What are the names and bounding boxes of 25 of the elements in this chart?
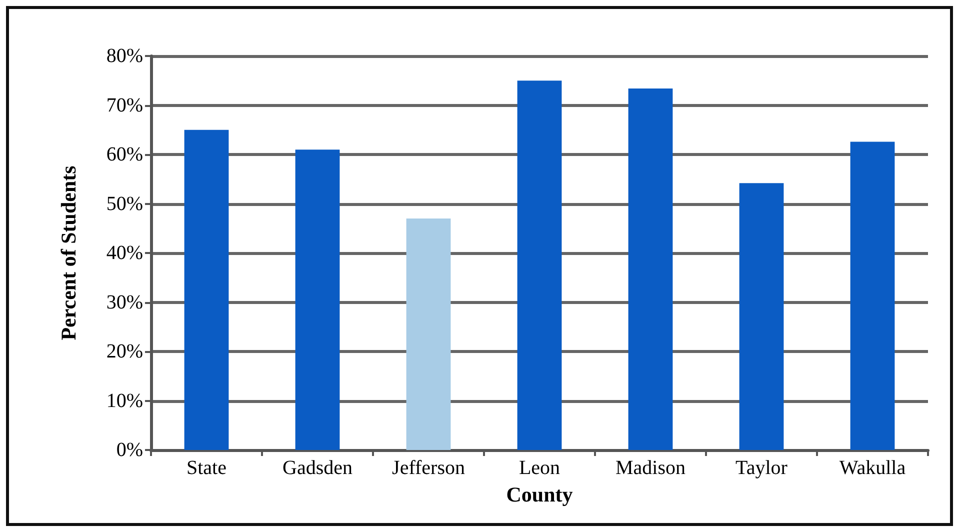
y-tick-label: 0% — [116, 439, 143, 461]
bar — [850, 142, 895, 450]
y-tick-label: 40% — [106, 242, 143, 264]
bar — [739, 183, 784, 450]
bar — [406, 218, 451, 450]
bar — [517, 80, 562, 450]
y-axis-title: Percent of Students — [56, 166, 80, 340]
y-tick-label: 50% — [106, 192, 143, 215]
x-tick-label: State — [186, 457, 227, 479]
y-tick-label: 20% — [106, 340, 143, 362]
x-axis-title: County — [506, 482, 574, 506]
bar — [184, 130, 229, 450]
y-tick-label: 30% — [106, 291, 143, 314]
y-tick-label: 60% — [106, 144, 143, 166]
y-tick-label: 70% — [106, 94, 143, 116]
x-tick-label: Madison — [616, 457, 686, 479]
y-tick-label: 10% — [106, 390, 143, 412]
x-tick-label: Taylor — [736, 457, 788, 479]
x-tick-label: Wakulla — [839, 457, 906, 479]
x-tick-label: Gadsden — [282, 457, 352, 479]
y-tick-label: 80% — [106, 45, 143, 67]
bar — [295, 150, 340, 450]
x-tick-label: Jefferson — [392, 457, 465, 479]
bar — [628, 88, 673, 450]
x-tick-label: Leon — [518, 457, 560, 479]
